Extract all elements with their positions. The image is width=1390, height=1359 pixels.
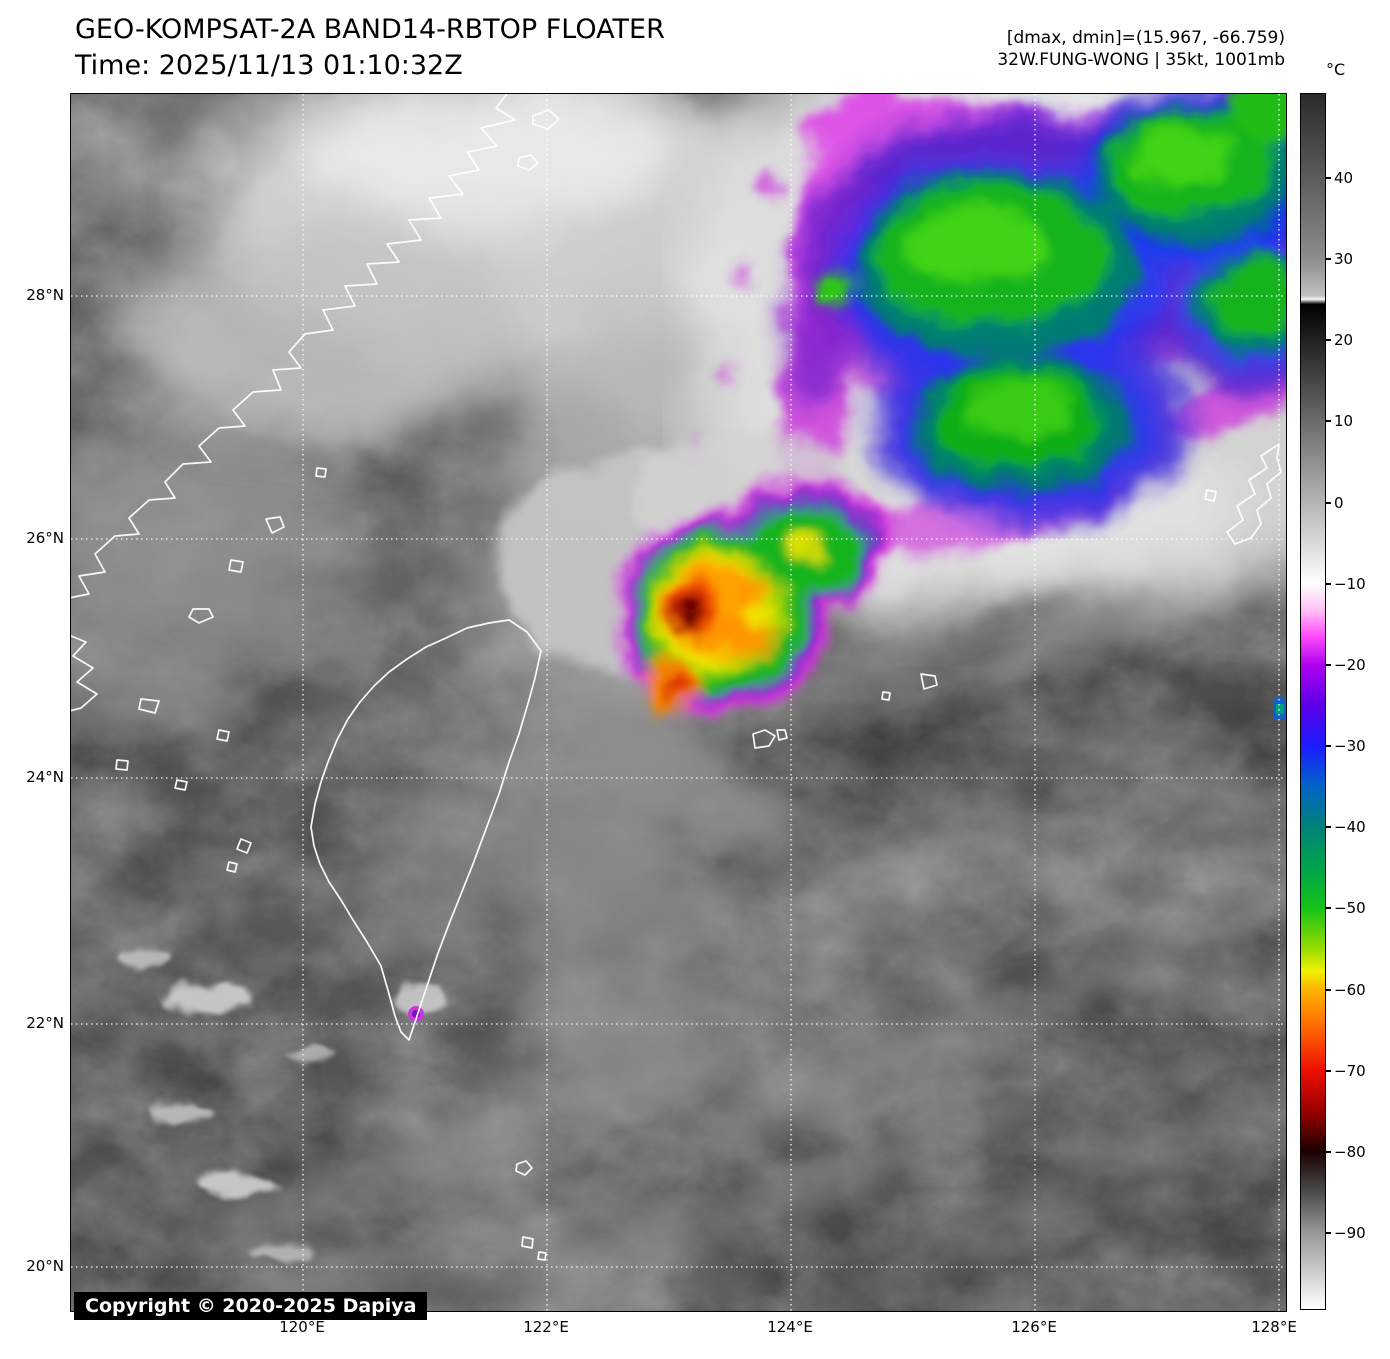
colorbar-tick-n50: −50 xyxy=(1326,899,1366,917)
coastlines xyxy=(71,94,1282,1261)
colorbar-tick-n20: −20 xyxy=(1326,656,1366,674)
lat-label-24n: 24°N xyxy=(26,768,64,786)
satellite-map xyxy=(70,93,1287,1312)
okinawa-coastline xyxy=(1226,443,1282,545)
ne-complex-green-cores xyxy=(814,94,1286,492)
colorbar-tick-n70: −70 xyxy=(1326,1062,1366,1080)
colorbar-tick-10: 10 xyxy=(1325,412,1354,430)
storm-fung-wong xyxy=(496,429,891,716)
storm-info-label: 32W.FUNG-WONG | 35kt, 1001mb xyxy=(997,50,1285,70)
colorbar-tick-40: 40 xyxy=(1325,169,1354,187)
colorbar-tick-n40: −40 xyxy=(1326,818,1366,836)
colorbar-tick-n10: −10 xyxy=(1326,575,1366,593)
page-title: GEO-KOMPSAT-2A BAND14-RBTOP FLOATER xyxy=(75,14,665,45)
lat-label-28n: 28°N xyxy=(26,286,64,304)
colorbar-tick-0: 0 xyxy=(1326,494,1344,512)
lon-label-126e: 126°E xyxy=(1011,1318,1057,1336)
dmax-dmin-label: [dmax, dmin]=(15.967, -66.759) xyxy=(1006,28,1285,48)
taiwan-coastline xyxy=(310,619,542,1041)
small-cumulus-clouds xyxy=(120,944,449,1264)
lon-label-124e: 124°E xyxy=(767,1318,813,1336)
lon-label-122e: 122°E xyxy=(523,1318,569,1336)
colorbar-tick-30: 30 xyxy=(1325,250,1354,268)
colorbar-tick-n60: −60 xyxy=(1326,981,1366,999)
colorbar-tick-n90: −90 xyxy=(1326,1224,1366,1242)
colorbar-tick-n80: −80 xyxy=(1326,1143,1366,1161)
colorbar-tick-20: 20 xyxy=(1325,331,1354,349)
lat-label-26n: 26°N xyxy=(26,529,64,547)
colorbar-tick-n30: −30 xyxy=(1326,737,1366,755)
lon-label-120e: 120°E xyxy=(279,1318,325,1336)
satellite-image xyxy=(71,94,1286,1311)
lon-label-128e: 128°E xyxy=(1251,1318,1297,1336)
lat-label-20n: 20°N xyxy=(26,1257,64,1275)
colorbar-unit-label: °C xyxy=(1326,60,1346,79)
china-coastline xyxy=(71,94,516,599)
copyright-badge: Copyright © 2020-2025 Dapiya xyxy=(74,1292,428,1320)
lat-label-22n: 22°N xyxy=(26,1014,64,1032)
storm-tail-clouds xyxy=(539,715,790,944)
west-cloud-patches xyxy=(71,434,501,969)
timestamp: Time: 2025/11/13 01:10:32Z xyxy=(75,50,463,81)
colorbar-gradient xyxy=(1300,93,1326,1310)
